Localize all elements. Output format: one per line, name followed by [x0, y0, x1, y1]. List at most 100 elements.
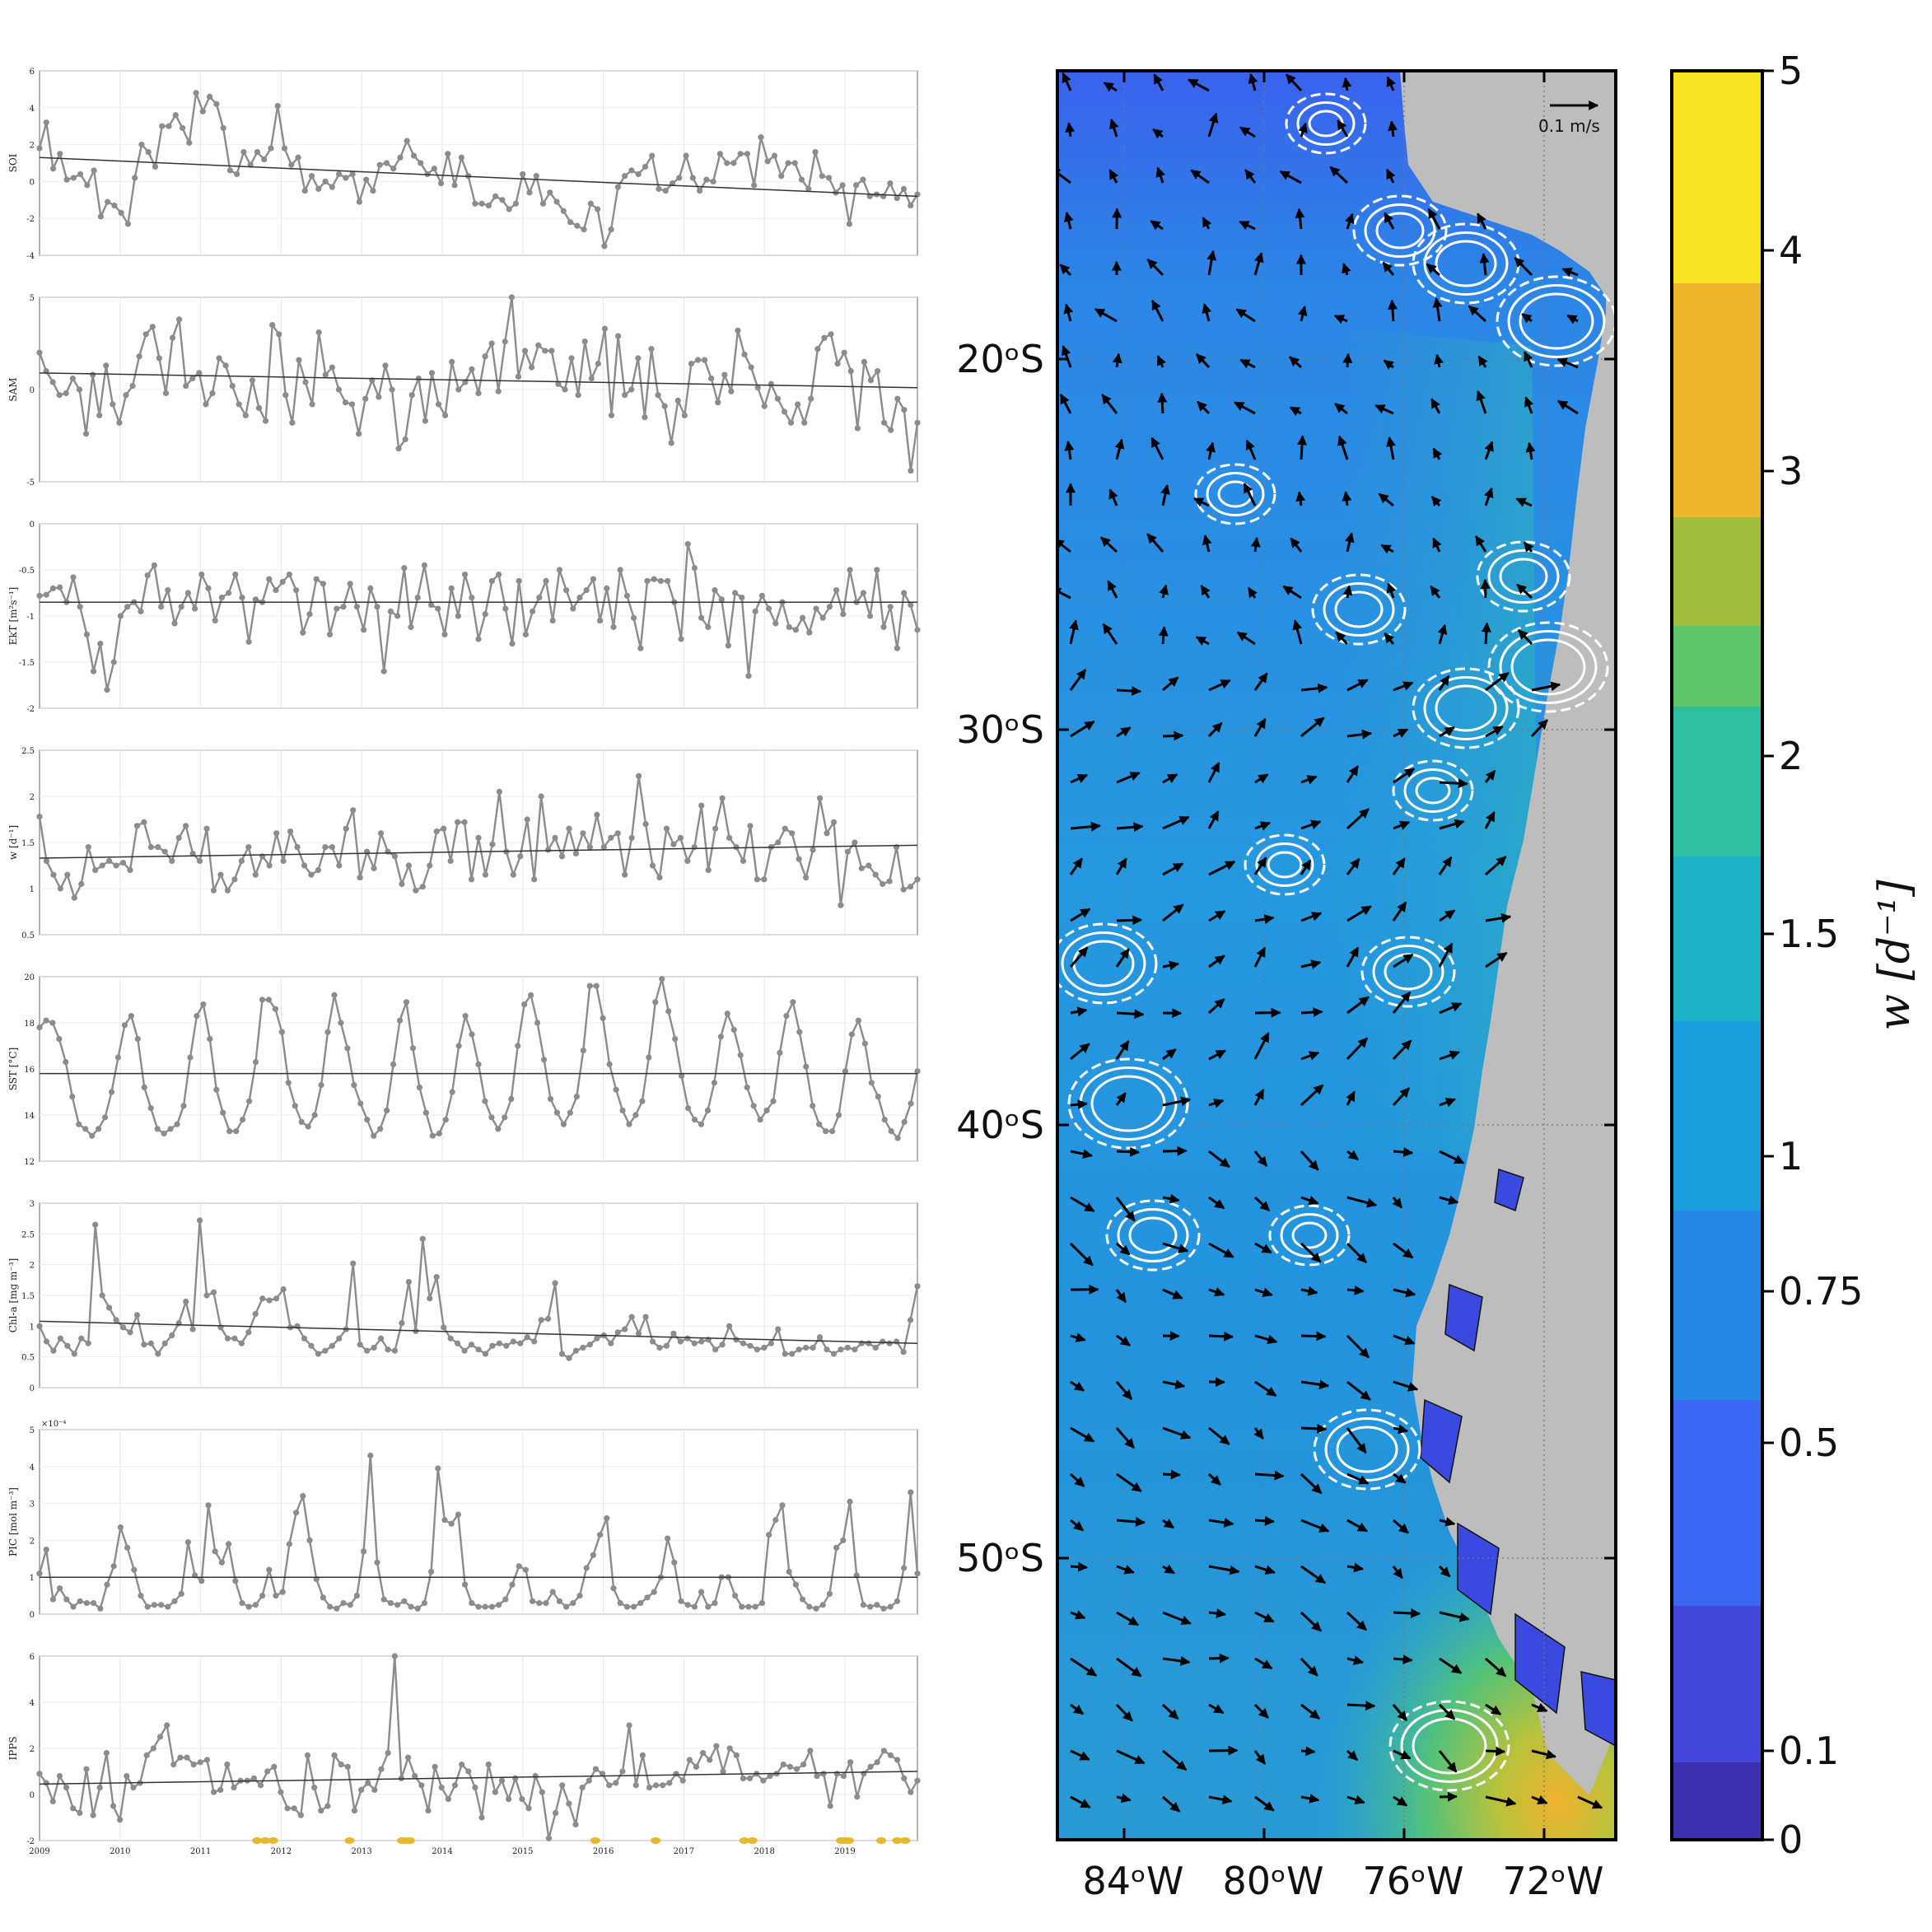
velocity-arrow — [1243, 483, 1257, 506]
event-marker — [344, 1837, 355, 1844]
data-point — [725, 642, 732, 649]
data-point — [635, 772, 642, 779]
data-point — [43, 591, 49, 598]
data-point — [114, 1054, 122, 1061]
data-point — [613, 1780, 619, 1786]
data-point — [97, 1605, 104, 1612]
data-point — [496, 788, 502, 796]
data-point — [217, 1786, 224, 1793]
data-point — [595, 361, 601, 367]
data-point — [740, 857, 747, 864]
data-point — [800, 614, 806, 621]
data-point — [606, 1061, 613, 1067]
data-point — [632, 1112, 639, 1118]
data-point — [427, 862, 433, 869]
data-point — [631, 1603, 637, 1610]
data-point — [178, 1590, 184, 1597]
velocity-arrow — [1279, 170, 1302, 184]
data-point — [245, 1329, 252, 1336]
data-point — [531, 1338, 538, 1345]
colorbar-segment — [1672, 1762, 1762, 1840]
data-point — [116, 419, 123, 426]
data-point — [816, 1334, 824, 1341]
data-point — [455, 1043, 462, 1049]
data-point — [803, 1063, 810, 1070]
data-point — [322, 178, 329, 184]
lon-label: 80ᵒW — [1222, 1859, 1323, 1903]
eddy-contour — [1128, 1216, 1178, 1254]
velocity-arrow — [1146, 259, 1164, 277]
data-point — [179, 124, 186, 132]
data-point — [468, 876, 475, 883]
velocity-arrow — [1207, 998, 1225, 1015]
data-point — [226, 167, 233, 174]
data-point — [712, 825, 719, 832]
data-point — [305, 1123, 311, 1130]
data-point — [213, 100, 220, 107]
data-point — [338, 1020, 344, 1026]
velocity-arrow — [1439, 1098, 1456, 1108]
data-point — [374, 1559, 380, 1566]
y-tick-label: 2 — [30, 1537, 35, 1546]
data-point — [730, 1026, 737, 1033]
data-point — [827, 1803, 833, 1809]
velocity-arrow — [1207, 112, 1219, 138]
data-point — [279, 578, 286, 586]
velocity-arrow — [1393, 1242, 1414, 1259]
velocity-arrow — [1521, 313, 1533, 324]
colorbar-segment — [1672, 1606, 1762, 1762]
data-point — [828, 331, 834, 338]
velocity-arrow — [1342, 77, 1352, 91]
data-point — [914, 1777, 921, 1784]
data-point — [329, 844, 335, 851]
velocity-arrow — [1300, 1331, 1327, 1342]
data-point — [744, 151, 751, 157]
velocity-arrow — [1150, 219, 1164, 231]
data-point — [357, 1100, 364, 1107]
velocity-arrow — [1162, 1242, 1189, 1253]
data-point — [348, 401, 356, 408]
data-point — [698, 1121, 705, 1127]
data-point — [880, 623, 887, 631]
event-marker — [651, 1837, 661, 1844]
velocity-arrow — [1116, 1516, 1146, 1527]
velocity-arrow — [1346, 1655, 1365, 1665]
data-point — [97, 641, 104, 647]
data-point — [768, 1340, 774, 1346]
data-point — [130, 1785, 137, 1791]
data-point — [475, 390, 482, 397]
data-point — [520, 170, 526, 178]
data-point — [85, 844, 91, 851]
data-point — [184, 590, 191, 596]
data-point — [570, 605, 576, 612]
data-point — [448, 1520, 455, 1527]
data-point — [455, 613, 462, 619]
data-point — [854, 425, 861, 432]
data-point — [419, 884, 426, 890]
data-point — [238, 1340, 245, 1346]
data-point — [653, 1782, 660, 1789]
velocity-arrow — [1070, 908, 1091, 922]
data-point — [36, 1024, 43, 1031]
data-point — [408, 392, 415, 399]
data-point — [887, 604, 894, 610]
velocity-arrow — [1162, 1193, 1180, 1204]
axis-scale-label: ×10⁻⁴ — [41, 1420, 66, 1429]
data-point — [110, 1803, 117, 1809]
velocity-arrow — [1392, 1566, 1403, 1580]
data-point — [374, 604, 380, 610]
data-point — [292, 1103, 298, 1109]
data-point — [128, 1013, 134, 1020]
data-point — [224, 1762, 231, 1768]
data-point — [560, 1121, 567, 1127]
data-point — [210, 887, 217, 894]
velocity-arrow — [1393, 768, 1416, 784]
velocity-arrow — [1162, 676, 1179, 692]
y-tick-label: 2 — [30, 142, 35, 151]
data-point — [91, 1599, 97, 1607]
data-point — [846, 221, 852, 227]
data-point — [482, 1351, 489, 1357]
eddy-contour — [1423, 676, 1509, 740]
land-south-america — [1400, 71, 1616, 1795]
data-point — [867, 377, 875, 384]
